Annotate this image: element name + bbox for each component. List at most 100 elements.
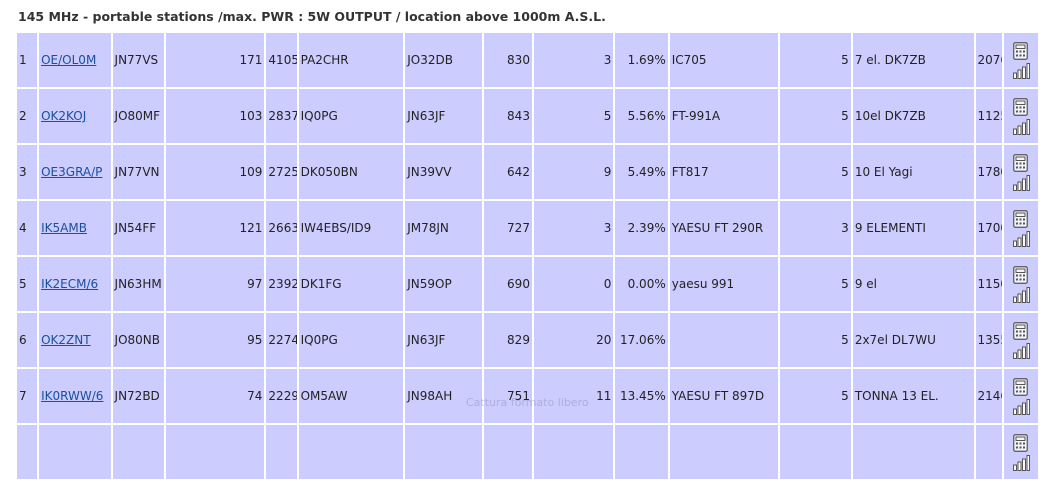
power-cell: 5 xyxy=(780,89,851,143)
bar-chart-icon[interactable] xyxy=(1012,230,1030,247)
odx-locator-cell: JN63JF xyxy=(405,313,482,367)
odx-call-cell: DK1FG xyxy=(298,257,404,311)
odx-distance-cell: 843 xyxy=(483,89,532,143)
power-cell: 5 xyxy=(780,369,851,423)
antenna-cell: 9 el xyxy=(852,257,974,311)
locator-cell xyxy=(112,425,164,479)
qso-count-cell xyxy=(165,425,265,479)
asl-cell: 1150 xyxy=(975,257,1002,311)
odx-call-cell: IQ0PG xyxy=(298,313,404,367)
bar-chart-icon[interactable] xyxy=(1012,286,1030,303)
callsign-cell xyxy=(39,425,111,479)
bar-chart-icon[interactable] xyxy=(1012,398,1030,415)
calculator-icon[interactable] xyxy=(1013,377,1029,396)
calculator-icon[interactable] xyxy=(1013,97,1029,116)
asl-cell: 2076 xyxy=(975,33,1002,87)
calculator-icon[interactable] xyxy=(1013,153,1029,172)
bar-chart-icon[interactable] xyxy=(1012,62,1030,79)
power-cell: 5 xyxy=(780,257,851,311)
actions-cell xyxy=(1003,201,1038,255)
locator-cell: JN72BD xyxy=(112,369,164,423)
callsign-link[interactable]: OK2ZNT xyxy=(41,333,91,347)
errors-cell: 11 xyxy=(533,369,614,423)
power-cell: 5 xyxy=(780,313,851,367)
rig-cell xyxy=(669,313,779,367)
actions-cell xyxy=(1003,313,1038,367)
errors-cell: 3 xyxy=(533,33,614,87)
odx-distance-cell: 642 xyxy=(483,145,532,199)
rig-cell xyxy=(669,425,779,479)
calculator-icon[interactable] xyxy=(1013,433,1029,452)
points-cell: 28374 xyxy=(266,89,297,143)
locator-cell: JN54FF xyxy=(112,201,164,255)
rank-cell: 1 xyxy=(17,33,38,87)
callsign-cell: IK5AMB xyxy=(39,201,111,255)
callsign-link[interactable]: OK2KOJ xyxy=(41,109,87,123)
rig-cell: yaesu 991 xyxy=(669,257,779,311)
callsign-link[interactable]: OE/OL0M xyxy=(41,53,97,67)
asl-cell: 1780 xyxy=(975,145,1002,199)
qso-count-cell: 103 xyxy=(165,89,265,143)
table-row: 6 OK2ZNT JO80NB 95 22743 IQ0PG JN63JF 82… xyxy=(17,313,1038,367)
power-cell: 3 xyxy=(780,201,851,255)
asl-cell: 1700 xyxy=(975,201,1002,255)
points-cell: 41052 xyxy=(266,33,297,87)
callsign-link[interactable]: OE3GRA/P xyxy=(41,165,103,179)
bar-chart-icon[interactable] xyxy=(1012,174,1030,191)
odx-distance-cell xyxy=(483,425,532,479)
power-cell: 5 xyxy=(780,33,851,87)
actions-cell xyxy=(1003,145,1038,199)
rank-cell: 6 xyxy=(17,313,38,367)
odx-distance-cell: 830 xyxy=(483,33,532,87)
calculator-icon[interactable] xyxy=(1013,209,1029,228)
error-percent-cell: 13.45% xyxy=(615,369,668,423)
rank-cell: 7 xyxy=(17,369,38,423)
calculator-icon[interactable] xyxy=(1013,321,1029,340)
antenna-cell: 10 El Yagi xyxy=(852,145,974,199)
odx-call-cell: IW4EBS/ID9 xyxy=(298,201,404,255)
odx-locator-cell: JO32DB xyxy=(405,33,482,87)
points-cell: 22743 xyxy=(266,313,297,367)
antenna-cell: 9 ELEMENTI xyxy=(852,201,974,255)
bar-chart-icon[interactable] xyxy=(1012,342,1030,359)
results-table: 1 OE/OL0M JN77VS 171 41052 PA2CHR JO32DB… xyxy=(15,31,1040,481)
rank-cell: 4 xyxy=(17,201,38,255)
callsign-link[interactable]: IK5AMB xyxy=(41,221,87,235)
antenna-cell: TONNA 13 EL. xyxy=(852,369,974,423)
qso-count-cell: 74 xyxy=(165,369,265,423)
bar-chart-icon[interactable] xyxy=(1012,118,1030,135)
odx-call-cell: IQ0PG xyxy=(298,89,404,143)
power-cell: 5 xyxy=(780,145,851,199)
actions-cell xyxy=(1003,369,1038,423)
table-row xyxy=(17,425,1038,479)
odx-distance-cell: 829 xyxy=(483,313,532,367)
points-cell: 27250 xyxy=(266,145,297,199)
rig-cell: FT-991A xyxy=(669,89,779,143)
odx-locator-cell xyxy=(405,425,482,479)
points-cell: 22297 xyxy=(266,369,297,423)
error-percent-cell xyxy=(615,425,668,479)
callsign-link[interactable]: IK2ECM/6 xyxy=(41,277,99,291)
bar-chart-icon[interactable] xyxy=(1012,454,1030,471)
callsign-cell: OE3GRA/P xyxy=(39,145,111,199)
asl-cell: 1125 xyxy=(975,89,1002,143)
antenna-cell xyxy=(852,425,974,479)
error-percent-cell: 17.06% xyxy=(615,313,668,367)
callsign-cell: OK2ZNT xyxy=(39,313,111,367)
points-cell: 23923 xyxy=(266,257,297,311)
callsign-link[interactable]: IK0RWW/6 xyxy=(41,389,104,403)
locator-cell: JO80NB xyxy=(112,313,164,367)
errors-cell xyxy=(533,425,614,479)
calculator-icon[interactable] xyxy=(1013,41,1029,60)
asl-cell: 1355 xyxy=(975,313,1002,367)
calculator-icon[interactable] xyxy=(1013,265,1029,284)
qso-count-cell: 109 xyxy=(165,145,265,199)
errors-cell: 20 xyxy=(533,313,614,367)
callsign-cell: IK0RWW/6 xyxy=(39,369,111,423)
rig-cell: YAESU FT 290R xyxy=(669,201,779,255)
odx-locator-cell: JN59OP xyxy=(405,257,482,311)
table-row: 5 IK2ECM/6 JN63HM 97 23923 DK1FG JN59OP … xyxy=(17,257,1038,311)
rig-cell: YAESU FT 897D xyxy=(669,369,779,423)
error-percent-cell: 2.39% xyxy=(615,201,668,255)
errors-cell: 9 xyxy=(533,145,614,199)
